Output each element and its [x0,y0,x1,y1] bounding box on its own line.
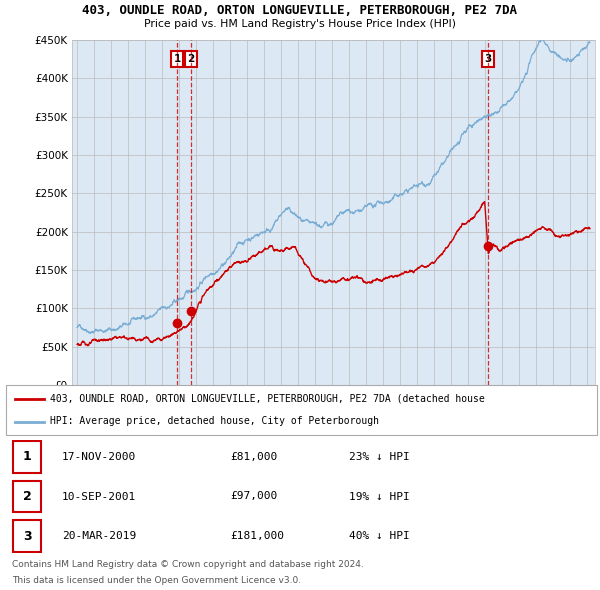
Text: 3: 3 [485,54,492,64]
Text: £181,000: £181,000 [230,531,284,541]
Text: 3: 3 [23,530,32,543]
Text: 40% ↓ HPI: 40% ↓ HPI [349,531,410,541]
Text: 1: 1 [23,450,32,464]
FancyBboxPatch shape [13,520,41,552]
Text: 17-NOV-2000: 17-NOV-2000 [62,452,136,462]
Text: 2: 2 [23,490,32,503]
Text: 403, OUNDLE ROAD, ORTON LONGUEVILLE, PETERBOROUGH, PE2 7DA (detached house: 403, OUNDLE ROAD, ORTON LONGUEVILLE, PET… [50,394,485,404]
Text: 20-MAR-2019: 20-MAR-2019 [62,531,136,541]
Text: 1: 1 [173,54,181,64]
Text: 23% ↓ HPI: 23% ↓ HPI [349,452,410,462]
FancyBboxPatch shape [13,481,41,512]
Text: Contains HM Land Registry data © Crown copyright and database right 2024.: Contains HM Land Registry data © Crown c… [12,560,364,569]
Text: HPI: Average price, detached house, City of Peterborough: HPI: Average price, detached house, City… [50,417,379,427]
Text: 403, OUNDLE ROAD, ORTON LONGUEVILLE, PETERBOROUGH, PE2 7DA: 403, OUNDLE ROAD, ORTON LONGUEVILLE, PET… [83,4,517,17]
Text: This data is licensed under the Open Government Licence v3.0.: This data is licensed under the Open Gov… [12,576,301,585]
Text: £81,000: £81,000 [230,452,278,462]
Text: Price paid vs. HM Land Registry's House Price Index (HPI): Price paid vs. HM Land Registry's House … [144,19,456,30]
Text: 2: 2 [187,54,194,64]
FancyBboxPatch shape [13,441,41,473]
Text: 10-SEP-2001: 10-SEP-2001 [62,491,136,502]
Text: £97,000: £97,000 [230,491,278,502]
Text: 19% ↓ HPI: 19% ↓ HPI [349,491,410,502]
